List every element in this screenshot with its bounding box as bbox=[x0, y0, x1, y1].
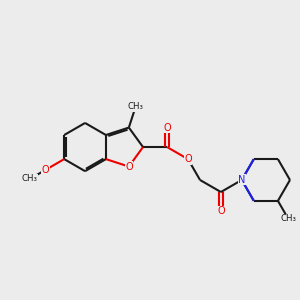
Text: O: O bbox=[125, 162, 133, 172]
Text: CH₃: CH₃ bbox=[22, 175, 38, 184]
Text: N: N bbox=[238, 175, 245, 185]
Text: O: O bbox=[163, 123, 171, 133]
Text: O: O bbox=[42, 165, 49, 175]
Text: O: O bbox=[184, 154, 192, 164]
Text: CH₃: CH₃ bbox=[280, 214, 296, 223]
Text: O: O bbox=[217, 206, 225, 216]
Text: CH₃: CH₃ bbox=[128, 102, 144, 111]
